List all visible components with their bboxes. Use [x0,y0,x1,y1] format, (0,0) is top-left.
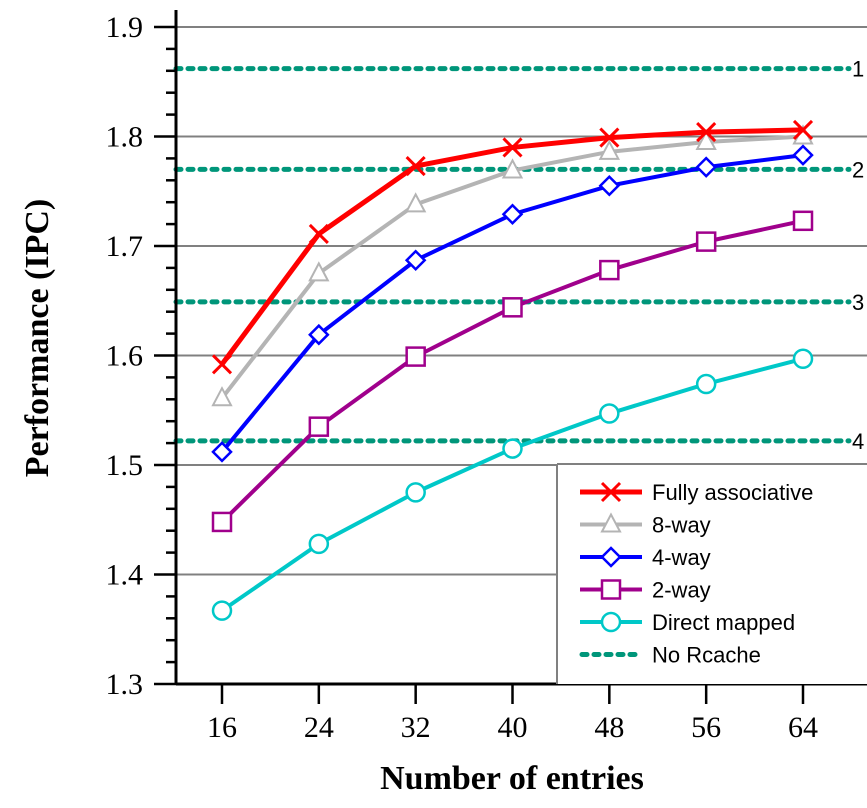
x-axis-title: Number of entries [380,760,644,797]
data-point [695,156,717,178]
legend-background [557,464,867,684]
data-point [599,259,620,281]
data-point [695,231,717,252]
data-point [405,482,426,503]
reference-line-label: 3 [852,290,864,315]
reference-line-label: 2 [852,157,864,182]
legend-item: Direct mapped [580,610,795,635]
data-point [404,249,427,272]
x-tick-label: 16 [207,711,237,744]
series-2-way [211,210,814,533]
data-point [405,192,427,213]
data-point [501,203,524,226]
y-tick-label: 1.7 [106,230,144,263]
legend-label: Direct mapped [652,610,795,635]
data-point [792,144,814,166]
reference-line-label: 4 [852,429,864,454]
data-point [211,511,233,533]
marker-stroke [308,223,329,245]
data-point [405,346,426,367]
data-point [502,297,523,318]
y-tick-label: 1.4 [106,559,144,592]
data-point [792,348,814,370]
legend-label: 2-way [652,578,711,603]
legend-label: No Rcache [652,643,761,668]
data-point [695,129,717,150]
x-tick-label: 56 [691,711,721,744]
y-tick-label: 1.8 [106,121,144,154]
y-axis-title: Performance (IPC) [19,199,56,477]
legend-marker [600,579,622,600]
reference-line-label: 1 [852,57,864,82]
data-point [792,119,814,140]
y-tick-label: 1.6 [106,340,144,373]
series-fully-associative [211,119,814,375]
data-point [696,122,717,143]
data-point [211,441,233,463]
data-point [502,438,523,459]
marker-stroke [792,119,814,140]
data-point [211,354,233,375]
data-point [308,261,330,282]
series-8-way [211,124,814,407]
data-point [308,533,330,555]
data-point [598,175,621,197]
x-tick-label: 64 [788,711,818,744]
series-4-way [211,144,814,463]
data-point [211,600,233,621]
legend-item: Fully associative [580,480,813,505]
legend-marker [600,481,622,503]
x-tick-label: 32 [401,711,431,744]
data-point [405,156,426,177]
data-point [598,139,620,160]
series-group [211,119,814,621]
legend-marker [600,611,622,633]
legend-label: 4-way [652,545,711,570]
gridlines [176,26,867,576]
marker-stroke [405,156,426,177]
x-tick-label: 48 [594,711,624,744]
legend-marker [600,546,622,568]
data-point [211,386,233,407]
legend-item: 2-way [580,578,711,603]
data-point [308,223,329,245]
x-tick-label: 24 [304,711,334,744]
legend: Fully associative 8-way 4-way 2-way Direct m… [556,463,867,684]
data-point [792,210,814,232]
data-point [695,373,717,395]
legend-item: No Rcache [579,643,761,668]
marker-stroke [502,137,523,158]
x-tick-label: 40 [498,711,528,744]
y-tick-label: 1.9 [106,11,144,44]
data-point [599,127,620,148]
y-tick-label: 1.3 [106,668,144,701]
marker-stroke [211,354,233,375]
reference-lines: 1 2 3 4 [173,57,864,454]
data-point [502,137,523,158]
y-tick-label: 1.5 [106,449,144,482]
marker-stroke [599,127,620,148]
data-point [501,158,524,179]
legend-item: 4-way [580,545,711,570]
data-point [308,323,330,346]
marker-stroke [696,122,717,143]
data-point [599,403,620,424]
legend-label: Fully associative [652,480,813,505]
legend-item: 8-way [580,512,711,538]
axes: 1.31.41.51.61.71.81.916 24 32 40 48 56 64 [106,10,867,744]
marker-stroke [600,481,622,503]
series-direct-mapped [211,348,814,621]
legend-marker [600,512,622,533]
data-point [308,416,330,437]
legend-label: 8-way [652,513,711,538]
